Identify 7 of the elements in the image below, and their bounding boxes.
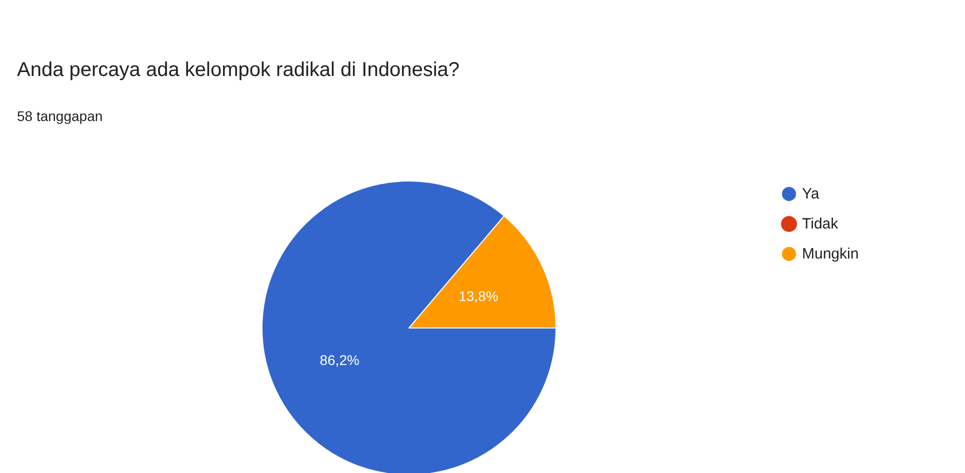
legend-label: Tidak xyxy=(802,216,839,232)
legend-label: Ya xyxy=(802,186,820,202)
text: 58 tanggapan xyxy=(17,108,103,124)
chart-title: Anda percaya ada kelompok radikal di Indonesia? xyxy=(17,59,460,81)
data-label: 13,8% xyxy=(458,288,498,304)
legend-label: Mungkin xyxy=(802,246,859,262)
data-label: 86,2% xyxy=(320,352,360,368)
